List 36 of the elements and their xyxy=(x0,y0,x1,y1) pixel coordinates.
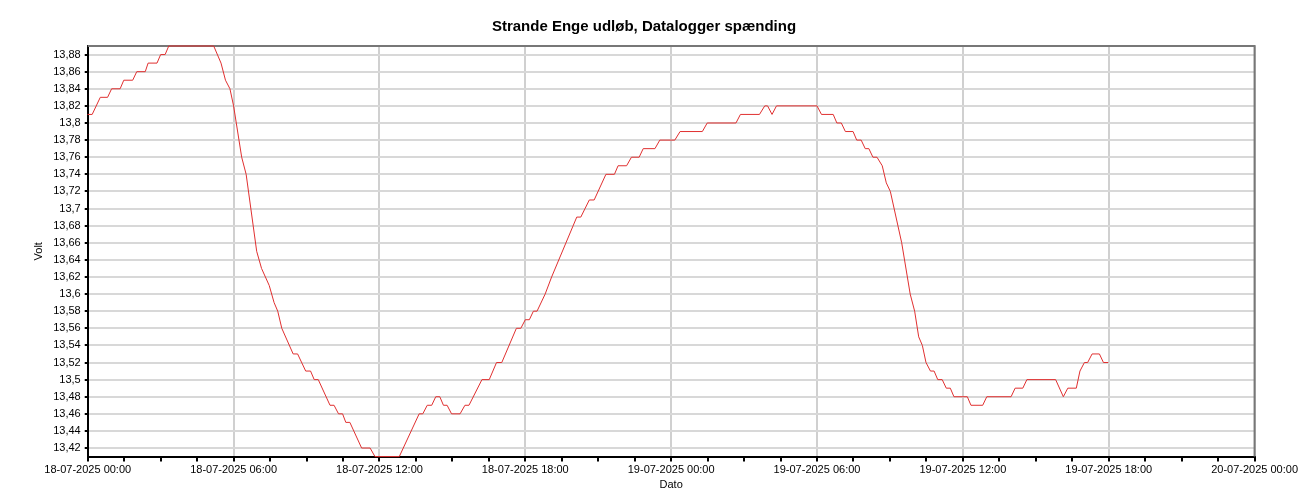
x-tick-label: 19-07-2025 00:00 xyxy=(627,463,715,476)
y-tick-label: 13,44 xyxy=(53,423,81,436)
y-tick-label: 13,82 xyxy=(53,98,81,111)
y-tick-label: 13,7 xyxy=(59,201,81,214)
y-tick-label: 13,74 xyxy=(53,167,81,180)
x-tick-label: 18-07-2025 18:00 xyxy=(481,463,569,476)
y-tick-label: 13,72 xyxy=(53,184,81,197)
y-tick-label: 13,5 xyxy=(59,372,81,385)
y-tick-label: 13,76 xyxy=(53,150,81,163)
y-tick-label: 13,58 xyxy=(53,304,81,317)
y-tick-label: 13,88 xyxy=(53,47,81,60)
y-tick-label: 13,42 xyxy=(53,441,81,454)
x-tick-label: 19-07-2025 12:00 xyxy=(919,463,1007,476)
x-tick-label: 18-07-2025 06:00 xyxy=(190,463,278,476)
y-tick-label: 13,54 xyxy=(53,338,81,351)
y-tick-label: 13,84 xyxy=(53,81,81,94)
y-tick-label: 13,56 xyxy=(53,321,81,334)
x-tick-label: 19-07-2025 18:00 xyxy=(1065,463,1153,476)
y-axis-title: Volt xyxy=(31,242,44,261)
y-tick-label: 13,64 xyxy=(53,252,81,265)
y-tick-label: 13,66 xyxy=(53,235,81,248)
y-tick-label: 13,52 xyxy=(53,355,81,368)
chart-title: Strande Enge udløb, Datalogger spænding xyxy=(491,17,797,35)
x-tick-label: 20-07-2025 00:00 xyxy=(1211,463,1298,476)
y-tick-label: 13,46 xyxy=(53,406,81,419)
x-axis-title: Dato xyxy=(659,478,683,491)
y-tick-label: 13,62 xyxy=(53,269,81,282)
y-tick-label: 13,6 xyxy=(59,287,81,300)
y-tick-label: 13,48 xyxy=(53,389,81,402)
x-tick-label: 19-07-2025 06:00 xyxy=(773,463,861,476)
x-tick-label: 18-07-2025 00:00 xyxy=(44,463,132,476)
y-tick-label: 13,8 xyxy=(59,116,81,129)
y-tick-label: 13,78 xyxy=(53,133,81,146)
y-tick-label: 13,86 xyxy=(53,64,81,77)
x-tick-label: 18-07-2025 12:00 xyxy=(336,463,423,476)
y-tick-label: 13,68 xyxy=(53,218,81,231)
